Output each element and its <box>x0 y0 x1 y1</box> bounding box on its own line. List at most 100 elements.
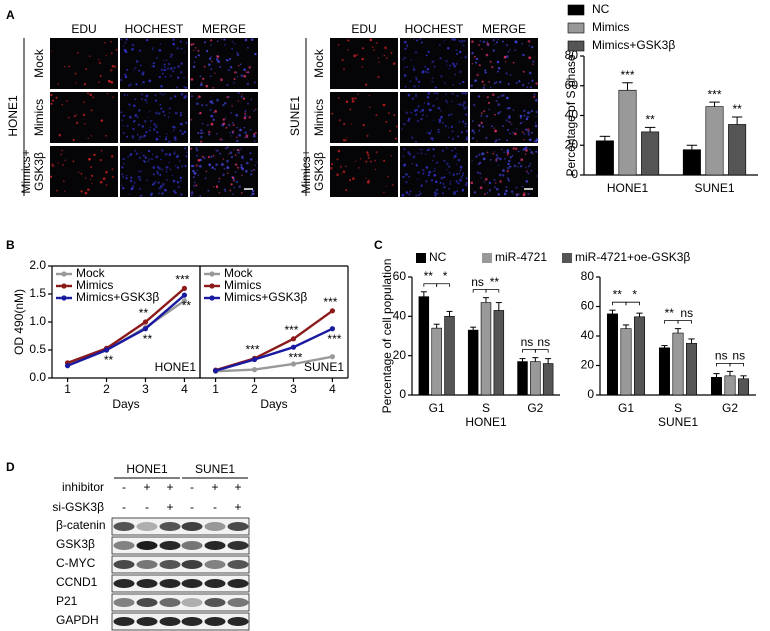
cell-dot <box>403 164 407 167</box>
cell-dot <box>147 160 150 163</box>
cell-dot <box>351 97 354 100</box>
cell-dot <box>232 130 235 134</box>
cell-dot <box>535 138 539 142</box>
cell-dot <box>366 151 369 154</box>
cell-dot <box>336 158 339 161</box>
cell-dot <box>459 82 461 85</box>
cell-dot <box>361 57 364 61</box>
cell-dot <box>134 98 137 101</box>
cell-dot <box>408 193 411 196</box>
cell-dot <box>223 38 226 41</box>
cell-dot <box>173 66 176 70</box>
cell-dot <box>423 102 426 104</box>
y-tick-label: 0 <box>587 387 594 401</box>
cell-dot <box>227 146 230 149</box>
protein-label: C-MYC <box>56 556 96 570</box>
cell-dot <box>410 111 413 114</box>
cell-dot <box>456 52 459 55</box>
cell-dot <box>488 108 490 111</box>
cell-dot <box>512 131 514 134</box>
cell-dot <box>516 128 518 130</box>
cell-dot <box>452 84 454 86</box>
cell-dot <box>90 109 93 112</box>
cell-dot <box>408 175 411 178</box>
cell-dot <box>200 81 203 84</box>
x-tick-label: G1 <box>429 401 445 415</box>
cell-dot <box>405 111 409 115</box>
cell-dot <box>190 43 193 46</box>
cell-dot <box>421 70 425 74</box>
cell-dot <box>141 125 144 128</box>
cell-dot <box>490 159 492 161</box>
cell-dot <box>403 148 406 151</box>
cell-dot <box>488 181 492 185</box>
cell-dot <box>532 95 536 99</box>
cell-dot <box>131 43 134 46</box>
cell-dot <box>132 104 136 108</box>
cell-dot <box>455 180 458 183</box>
cell-dot <box>72 138 75 142</box>
cell-dot <box>409 80 411 83</box>
cell-dot <box>139 64 142 67</box>
cell-dot <box>229 66 233 69</box>
cell-dot <box>153 128 156 131</box>
cell-dot <box>210 122 214 126</box>
y-tick-label: 20 <box>581 358 595 372</box>
cell-dot <box>99 74 102 78</box>
y-tick-label: 0.5 <box>29 342 46 356</box>
group-label: HONE1 <box>126 462 168 476</box>
cell-dot <box>531 79 534 82</box>
cell-dot <box>226 166 230 169</box>
cell-dot <box>192 65 196 69</box>
legend-label: NC <box>592 2 610 16</box>
cell-dot <box>523 109 526 112</box>
cell-dot <box>132 185 135 188</box>
micrograph <box>330 92 398 143</box>
cell-dot <box>457 158 461 162</box>
panel-letter: A <box>6 8 15 22</box>
blot-band <box>181 522 203 531</box>
cell-dot <box>60 153 62 156</box>
cell-dot <box>133 119 136 123</box>
cell-dot <box>196 102 199 106</box>
cell-dot <box>371 46 374 49</box>
cell-dot <box>61 149 63 152</box>
cell-dot <box>445 99 448 102</box>
cell-dot <box>164 93 166 95</box>
cell-dot <box>255 131 257 134</box>
cell-dot <box>206 124 209 127</box>
cell-dot <box>522 148 525 151</box>
cell-dot <box>243 126 246 129</box>
cell-dot <box>88 157 91 161</box>
cell-dot <box>249 129 252 131</box>
cell-dot <box>208 133 211 136</box>
cell-dot <box>369 38 373 42</box>
cell-dot <box>167 62 171 66</box>
cell-dot <box>238 149 241 152</box>
cell-dot <box>232 122 234 124</box>
condition-sign: + <box>166 500 173 514</box>
cell-dot <box>512 61 515 64</box>
cell-dot <box>168 111 171 114</box>
cell-dot <box>216 40 219 43</box>
cell-dot <box>142 154 146 157</box>
cell-dot <box>214 168 216 170</box>
cell-dot <box>246 82 250 86</box>
cell-dot <box>512 109 515 111</box>
cell-dot <box>253 134 256 138</box>
blot-band <box>136 579 158 588</box>
cell-dot <box>233 186 236 189</box>
legend-label: miR-4721+oe-GSK3β <box>575 250 690 264</box>
cell-dot <box>180 62 183 65</box>
cell-dot <box>522 53 525 57</box>
cell-dot <box>134 114 138 117</box>
cell-dot <box>473 55 476 58</box>
legend-label: NC <box>429 250 447 264</box>
cell-dot <box>55 96 58 99</box>
cell-dot <box>404 86 407 88</box>
cell-dot <box>495 157 498 160</box>
cell-dot <box>148 129 151 132</box>
cell-dot <box>84 177 87 179</box>
significance: ** <box>645 113 655 127</box>
blot-band <box>159 579 181 588</box>
